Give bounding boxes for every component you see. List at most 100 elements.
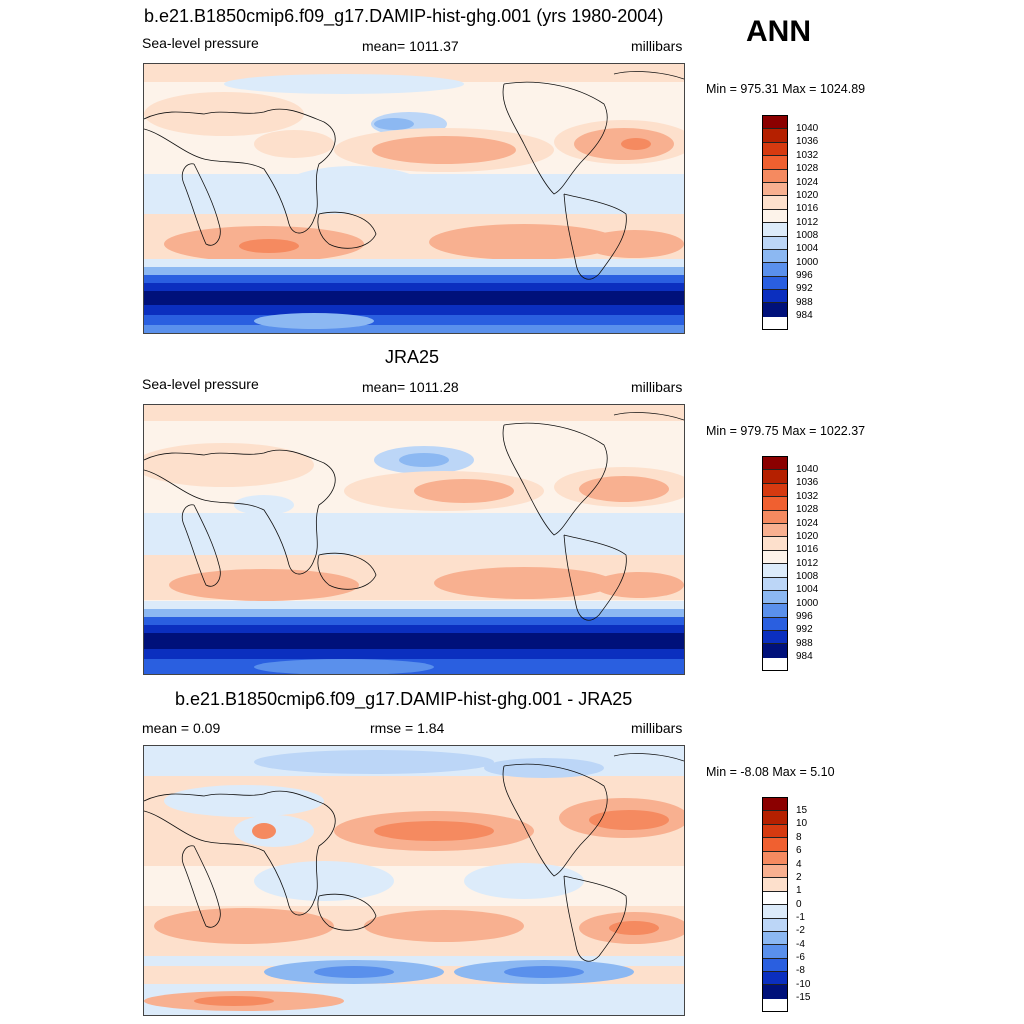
panel1-left-label: Sea-level pressure (142, 35, 259, 51)
panel3-tick: 8 (796, 832, 802, 843)
panel3-swatch (763, 905, 787, 919)
panel1-swatch (763, 209, 787, 224)
panel3-swatch (763, 985, 787, 999)
panel3-rmse-label: rmse = 1.84 (370, 720, 445, 736)
panel2-swatch (763, 470, 787, 484)
panel3-tick: -1 (796, 912, 805, 923)
panel1-swatch (763, 116, 787, 130)
panel3-swatch (763, 891, 787, 906)
panel3-units-label: millibars (631, 720, 683, 736)
panel3-tick: -10 (796, 979, 811, 990)
season-label: ANN (746, 15, 811, 48)
panel2-swatch (763, 537, 787, 551)
panel2-units-label: millibars (631, 379, 683, 395)
panel1-swatch (763, 129, 787, 143)
panel3-tick: 4 (796, 859, 802, 870)
panel3-swatch (763, 798, 787, 812)
panel2-tick: 1012 (796, 558, 819, 569)
panel2-tick: 1040 (796, 464, 819, 475)
panel1-tick: 1008 (796, 230, 819, 241)
panel2-tick: 1020 (796, 531, 819, 542)
panel2-mean-label: mean= 1011.28 (362, 379, 459, 395)
panel1-tick: 984 (796, 310, 813, 321)
panel1-colorbar (762, 115, 788, 330)
panel3-swatch (763, 945, 787, 959)
panel2-tick: 1004 (796, 584, 819, 595)
panel1-tick: 996 (796, 270, 813, 281)
panel2-colorbar (762, 456, 788, 671)
panel3-tick: -8 (796, 965, 805, 976)
panel2-swatch (763, 510, 787, 524)
panel3-swatch (763, 838, 787, 852)
panel2-tick: 1016 (796, 544, 819, 555)
panel3-tick: 2 (796, 872, 802, 883)
panel2-swatch (763, 457, 787, 471)
panel1-tick: 1020 (796, 190, 819, 201)
panel1-tick: 1032 (796, 150, 819, 161)
panel1-swatch (763, 303, 787, 317)
panel3-swatch (763, 811, 787, 825)
panel2-tick: 1028 (796, 504, 819, 515)
panel3-swatch (763, 918, 787, 932)
panel3-swatch (763, 972, 787, 986)
panel3-tick: -6 (796, 952, 805, 963)
panel3-colorbar (762, 797, 788, 1012)
panel3-title: b.e21.B1850cmip6.f09_g17.DAMIP-hist-ghg.… (175, 689, 633, 709)
panel3-tick: 15 (796, 805, 808, 816)
panel3-mean-label: mean = 0.09 (142, 720, 221, 736)
panel2-tick: 1032 (796, 491, 819, 502)
panel2-swatch (763, 590, 787, 605)
panel3-swatch (763, 824, 787, 839)
panel1-swatch (763, 223, 787, 237)
panel1-swatch (763, 290, 787, 304)
panel1-swatch (763, 236, 787, 250)
panel3-tick: 10 (796, 818, 808, 829)
panel1-swatch (763, 182, 787, 197)
panel1-tick: 1004 (796, 243, 819, 254)
panel2-tick: 1008 (796, 571, 819, 582)
panel2-tick: 1036 (796, 477, 819, 488)
panel3-tick: -4 (796, 939, 805, 950)
panel2-swatch (763, 564, 787, 578)
panel2-swatch (763, 483, 787, 498)
panel1-swatch (763, 169, 787, 183)
panel2-tick: 984 (796, 651, 813, 662)
panel1-minmax: Min = 975.31 Max = 1024.89 (706, 82, 866, 96)
panel3-map (143, 745, 685, 1016)
panel1-swatch (763, 196, 787, 210)
panel3-swatch (763, 864, 787, 879)
panel2-minmax: Min = 979.75 Max = 1022.37 (706, 424, 866, 438)
panel3-minmax: Min = -8.08 Max = 5.10 (706, 765, 835, 779)
panel1-tick: 1016 (796, 203, 819, 214)
panel3-tick: -2 (796, 925, 805, 936)
panel2-swatch (763, 617, 787, 632)
panel1-tick: 992 (796, 283, 813, 294)
panel1-swatch (763, 263, 787, 277)
panel2-swatch (763, 523, 787, 538)
panel2-tick: 1000 (796, 598, 819, 609)
panel2-swatch (763, 604, 787, 618)
panel3-swatch (763, 958, 787, 973)
panel3-swatch (763, 878, 787, 892)
panel3-swatch (763, 851, 787, 865)
panel1-units-label: millibars (631, 38, 683, 54)
panel2-left-label: Sea-level pressure (142, 376, 259, 392)
panel1-tick: 1024 (796, 177, 819, 188)
panel1-tick: 988 (796, 297, 813, 308)
panel1-title: b.e21.B1850cmip6.f09_g17.DAMIP-hist-ghg.… (144, 6, 664, 26)
panel1-tick: 1012 (796, 217, 819, 228)
panel2-tick: 996 (796, 611, 813, 622)
panel2-tick: 992 (796, 624, 813, 635)
panel1-swatch (763, 276, 787, 291)
panel3-tick: 6 (796, 845, 802, 856)
panel2-map (143, 404, 685, 675)
panel1-tick: 1000 (796, 257, 819, 268)
panel1-tick: 1040 (796, 123, 819, 134)
panel2-swatch (763, 644, 787, 658)
panel2-swatch (763, 497, 787, 511)
panel2-tick: 988 (796, 638, 813, 649)
panel1-mean-label: mean= 1011.37 (362, 38, 459, 54)
panel3-tick: 0 (796, 899, 802, 910)
panel1-swatch (763, 142, 787, 157)
panel1-map (143, 63, 685, 334)
